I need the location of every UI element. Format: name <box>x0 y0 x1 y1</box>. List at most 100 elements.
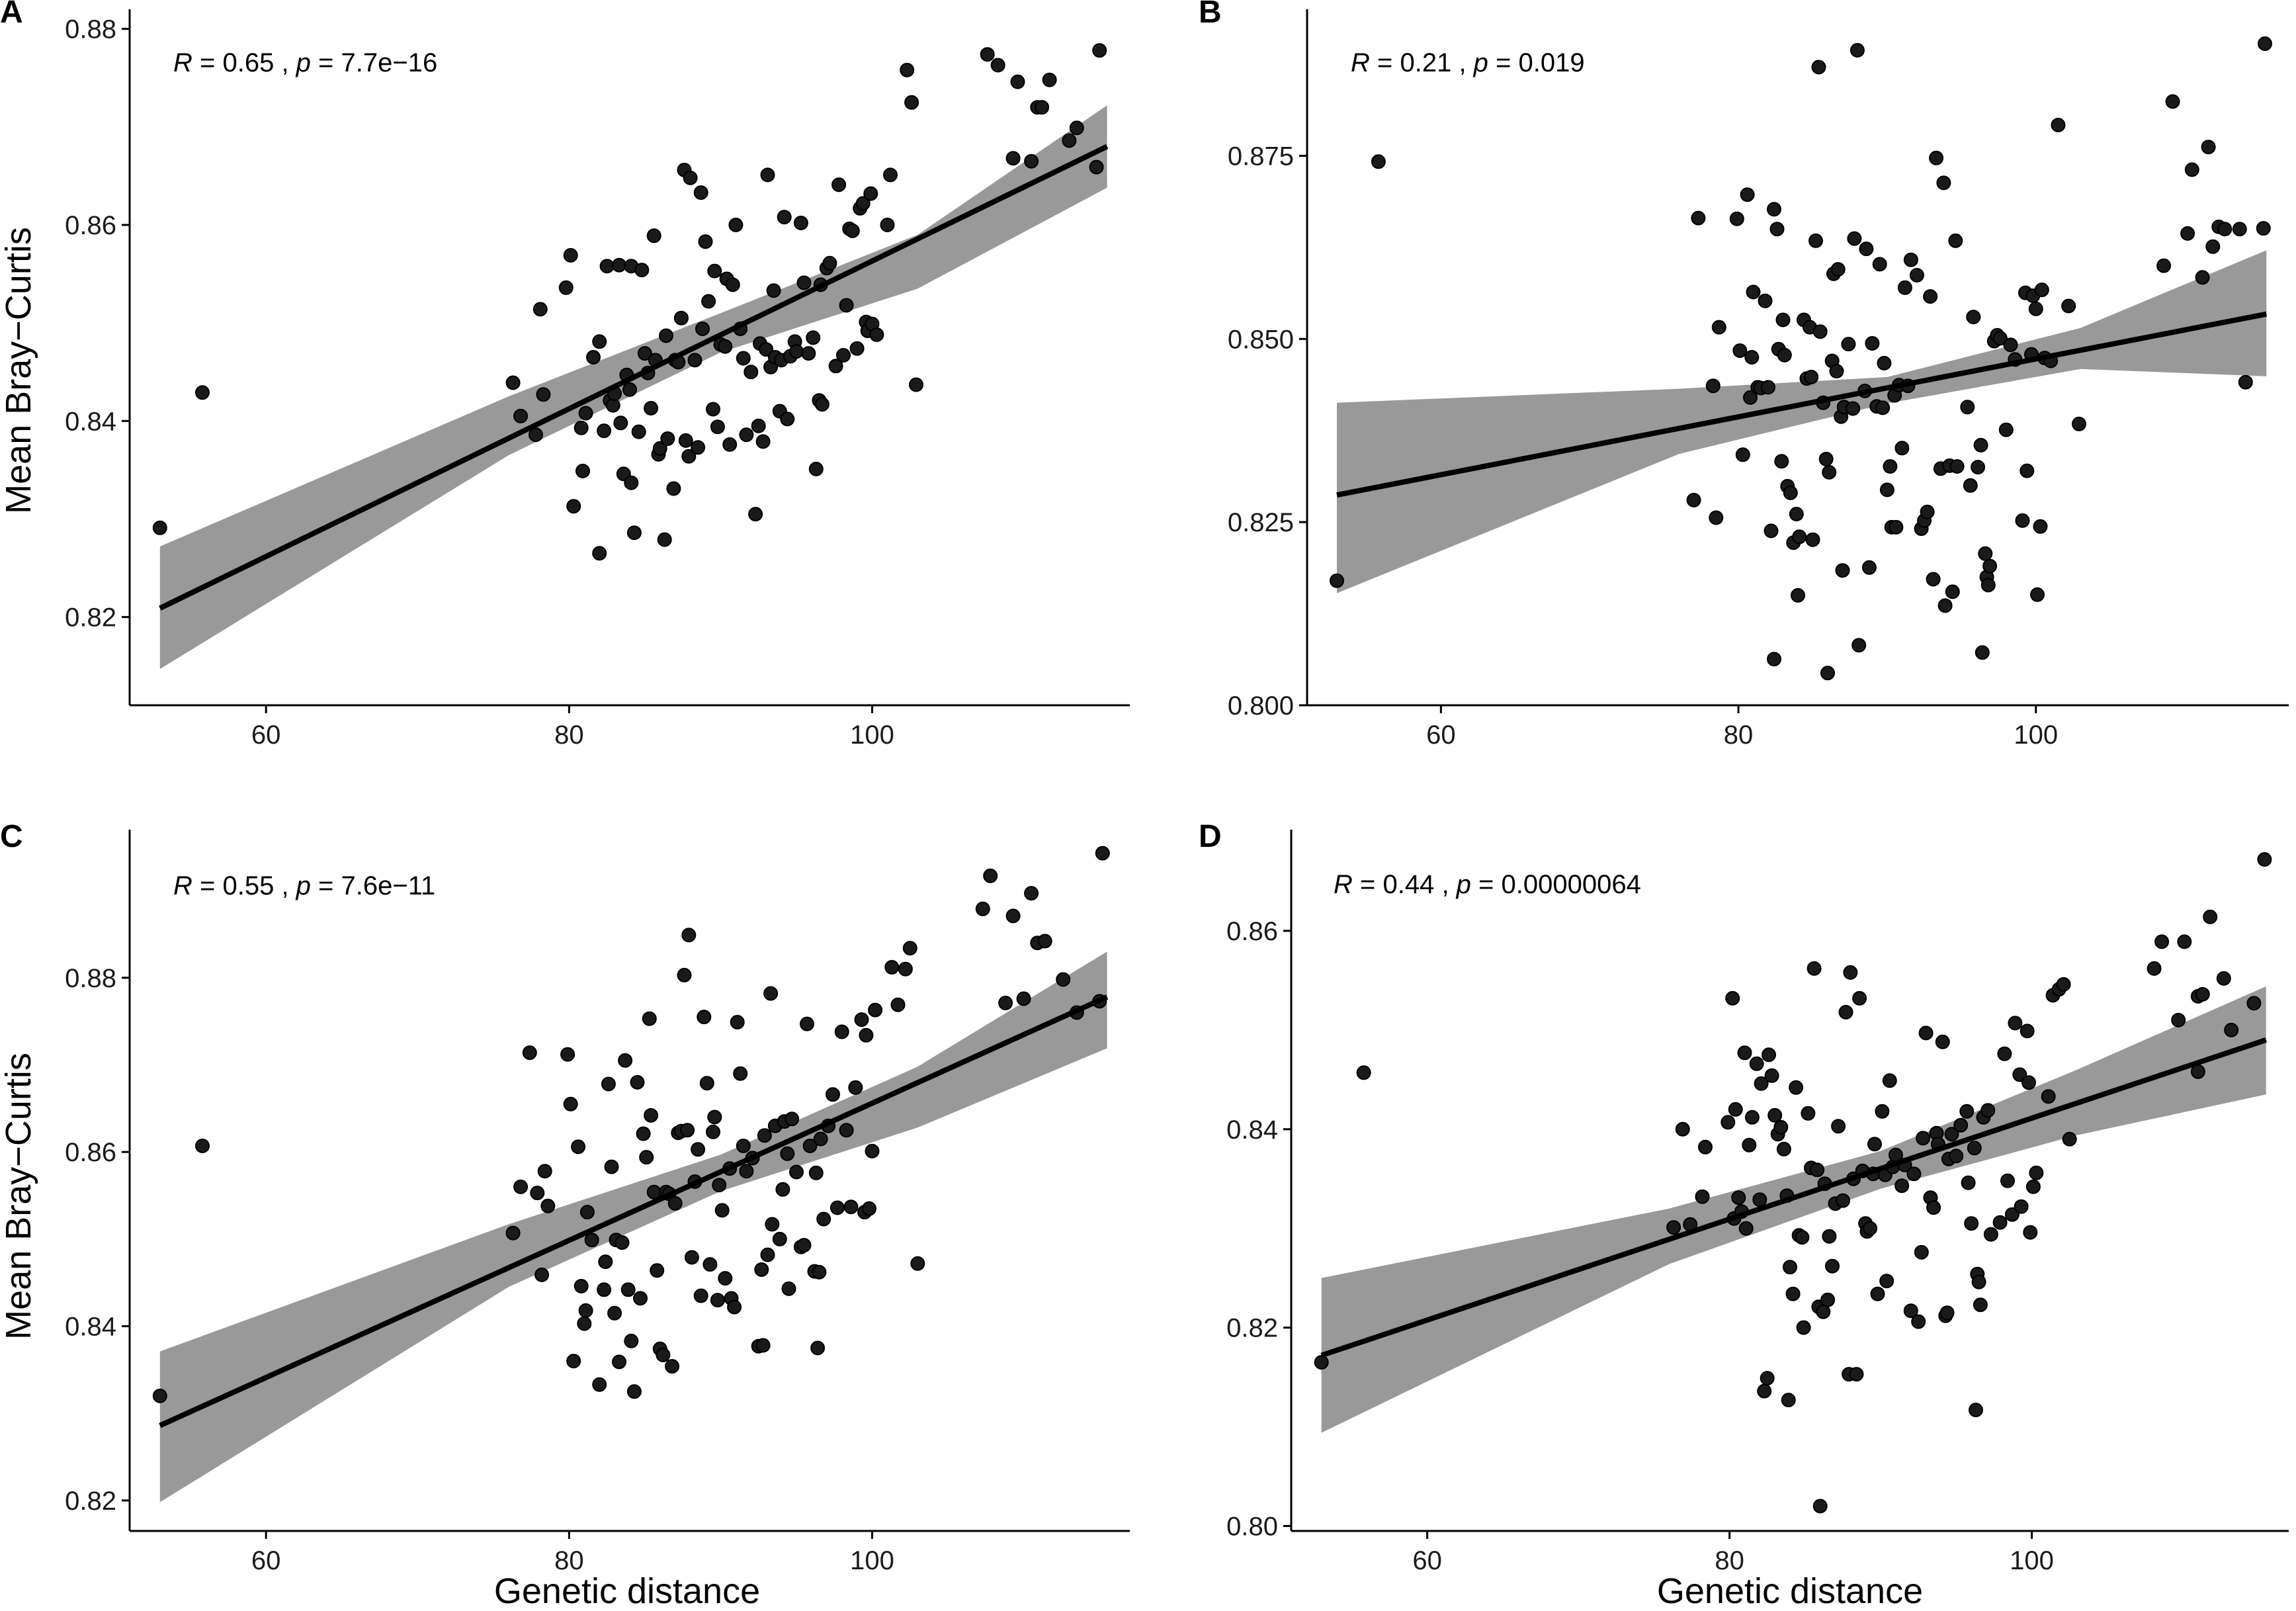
data-point <box>2000 1173 2015 1188</box>
data-point <box>558 280 574 295</box>
data-point <box>755 434 771 449</box>
x-tick-label: 60 <box>251 1546 281 1575</box>
data-point <box>1795 1230 1810 1245</box>
data-point <box>710 1293 725 1308</box>
data-point <box>597 1282 612 1297</box>
data-point <box>1725 990 1740 1006</box>
confidence-band <box>1321 986 2266 1433</box>
data-point <box>1812 324 1828 339</box>
data-point <box>1992 331 2008 346</box>
data-point <box>1820 1292 1836 1307</box>
data-point <box>579 1205 595 1220</box>
x-axis-ticks: 60 80 100 <box>1412 1531 2054 1575</box>
data-point <box>1825 1258 1840 1274</box>
data-point <box>1822 1229 1837 1244</box>
data-point <box>1849 1367 1864 1382</box>
data-point <box>1666 1220 1681 1235</box>
data-point <box>1992 1215 2008 1230</box>
data-point <box>2246 996 2262 1011</box>
data-point <box>636 1126 651 1141</box>
data-point <box>2195 270 2210 285</box>
data-point <box>1923 289 1938 304</box>
data-point <box>1330 573 1344 588</box>
data-point <box>1752 1192 1767 1207</box>
data-point <box>1870 1286 1885 1301</box>
data-point <box>1728 1102 1743 1117</box>
data-point <box>904 95 919 110</box>
data-point <box>607 1305 622 1321</box>
data-point <box>1966 310 1981 325</box>
data-point <box>2165 94 2180 109</box>
data-point <box>706 402 720 417</box>
data-point <box>1883 459 1898 474</box>
data-point <box>2258 36 2272 51</box>
data-point <box>990 58 1005 73</box>
data-point <box>639 1150 654 1165</box>
data-point <box>855 196 871 211</box>
data-point <box>1980 1103 1996 1118</box>
data-point <box>646 228 661 243</box>
y-tick-label: 0.80 <box>1226 1512 1278 1542</box>
data-point <box>1095 846 1110 861</box>
data-point <box>660 431 675 446</box>
data-point <box>810 1340 826 1356</box>
data-point <box>1698 1139 1713 1154</box>
panel-letter-b: B <box>1199 0 1222 30</box>
data-point <box>1744 1110 1760 1125</box>
data-point <box>839 298 854 313</box>
data-point <box>656 1348 671 1362</box>
data-point <box>796 275 812 290</box>
data-point <box>1762 1047 1776 1063</box>
data-point <box>195 1139 210 1153</box>
data-point <box>1863 1221 1878 1236</box>
data-point <box>863 186 878 201</box>
data-point <box>578 1303 593 1318</box>
data-point <box>683 170 698 185</box>
data-point <box>760 1247 775 1262</box>
data-point <box>1944 1127 1959 1142</box>
data-point <box>1953 1117 1969 1133</box>
data-point <box>2034 283 2049 298</box>
data-point <box>584 1233 599 1248</box>
data-point <box>2216 971 2231 986</box>
confidence-band-area <box>1321 986 2266 1433</box>
panel-letter-c: C <box>0 819 23 854</box>
data-point <box>2072 416 2086 431</box>
data-point <box>574 1279 589 1293</box>
data-point <box>760 167 775 183</box>
confidence-band <box>1337 250 2267 593</box>
data-point <box>2177 934 2192 949</box>
data-point <box>813 1131 828 1147</box>
data-point <box>2051 118 2066 132</box>
panel-letter-a: A <box>0 0 23 30</box>
data-point <box>859 1027 874 1043</box>
data-point <box>808 461 824 476</box>
data-point <box>1903 1303 1918 1319</box>
y-tick-label: 0.86 <box>65 211 116 240</box>
y-axis-ticks: 0.82 0.84 0.86 0.88 <box>65 964 130 1516</box>
data-point <box>644 401 659 415</box>
data-point <box>505 1225 521 1241</box>
y-tick-label: 0.82 <box>65 603 116 632</box>
data-point <box>2203 909 2218 924</box>
data-point <box>744 365 759 380</box>
data-point <box>698 234 713 249</box>
data-point <box>983 868 998 883</box>
data-point <box>2232 222 2247 237</box>
y-tick-label: 0.88 <box>65 15 116 44</box>
data-point <box>2171 1012 2186 1027</box>
regression-line <box>159 144 1109 611</box>
data-point <box>766 283 781 298</box>
data-point <box>865 1143 880 1158</box>
data-point <box>1761 380 1775 395</box>
data-point <box>1982 558 1998 574</box>
data-point <box>1975 645 1990 660</box>
data-point <box>681 928 697 943</box>
data-point <box>1836 1193 1850 1208</box>
data-point <box>1835 563 1850 578</box>
data-point <box>646 1184 661 1199</box>
data-point <box>666 481 681 496</box>
x-tick-label: 60 <box>1426 720 1456 750</box>
data-point <box>1875 400 1891 415</box>
scatter-points <box>152 43 1107 561</box>
